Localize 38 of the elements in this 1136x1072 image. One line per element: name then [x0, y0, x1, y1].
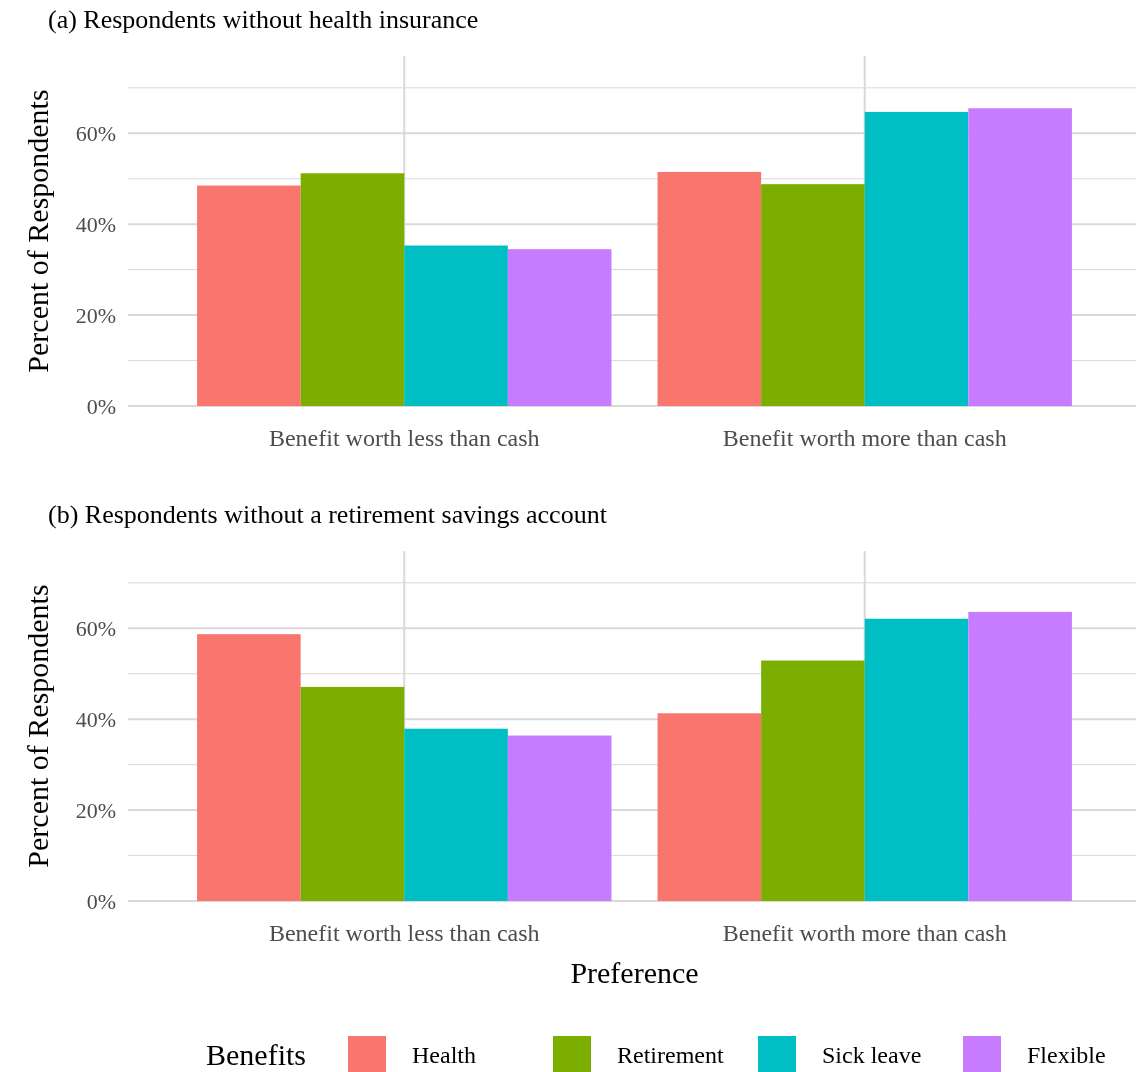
y-axis-title: Percent of Respondents — [21, 584, 54, 868]
x-tick-label: Benefit worth more than cash — [722, 920, 1007, 946]
y-tick-label: 60% — [75, 120, 116, 146]
y-tick-label: 20% — [75, 797, 116, 823]
x-tick-label: Benefit worth less than cash — [268, 920, 540, 946]
bar — [300, 686, 405, 901]
y-tick-label: 0% — [86, 393, 116, 419]
legend-label: Flexible — [1027, 1042, 1106, 1068]
y-tick-label: 40% — [75, 211, 116, 237]
chart-title: (a) Respondents without health insurance — [48, 5, 479, 34]
bar — [864, 618, 969, 901]
x-tick-label: Benefit worth less than cash — [268, 425, 540, 451]
bar — [300, 173, 405, 406]
y-tick-label: 60% — [75, 615, 116, 641]
legend-label: Health — [412, 1042, 476, 1068]
bar — [864, 111, 969, 406]
y-tick-label: 40% — [75, 706, 116, 732]
y-axis-title: Percent of Respondents — [21, 89, 54, 373]
bar — [968, 611, 1072, 901]
bar — [507, 735, 612, 901]
bar — [968, 108, 1072, 406]
y-tick-label: 20% — [75, 302, 116, 328]
bar — [197, 185, 301, 406]
y-tick-label: 0% — [86, 888, 116, 914]
bar — [197, 634, 301, 901]
x-tick-label: Benefit worth more than cash — [722, 425, 1007, 451]
legend-label: Retirement — [617, 1042, 724, 1068]
legend-label: Sick leave — [822, 1042, 922, 1068]
bar — [657, 713, 762, 901]
bar — [761, 184, 865, 406]
x-axis-title: Preference — [570, 956, 699, 989]
chart-title: (b) Respondents without a retirement savings account — [48, 500, 608, 529]
bar — [404, 245, 508, 406]
bar — [761, 660, 865, 901]
legend-title: Benefits — [206, 1038, 306, 1071]
bar — [657, 171, 762, 406]
bar — [404, 728, 508, 901]
bar — [507, 249, 612, 406]
